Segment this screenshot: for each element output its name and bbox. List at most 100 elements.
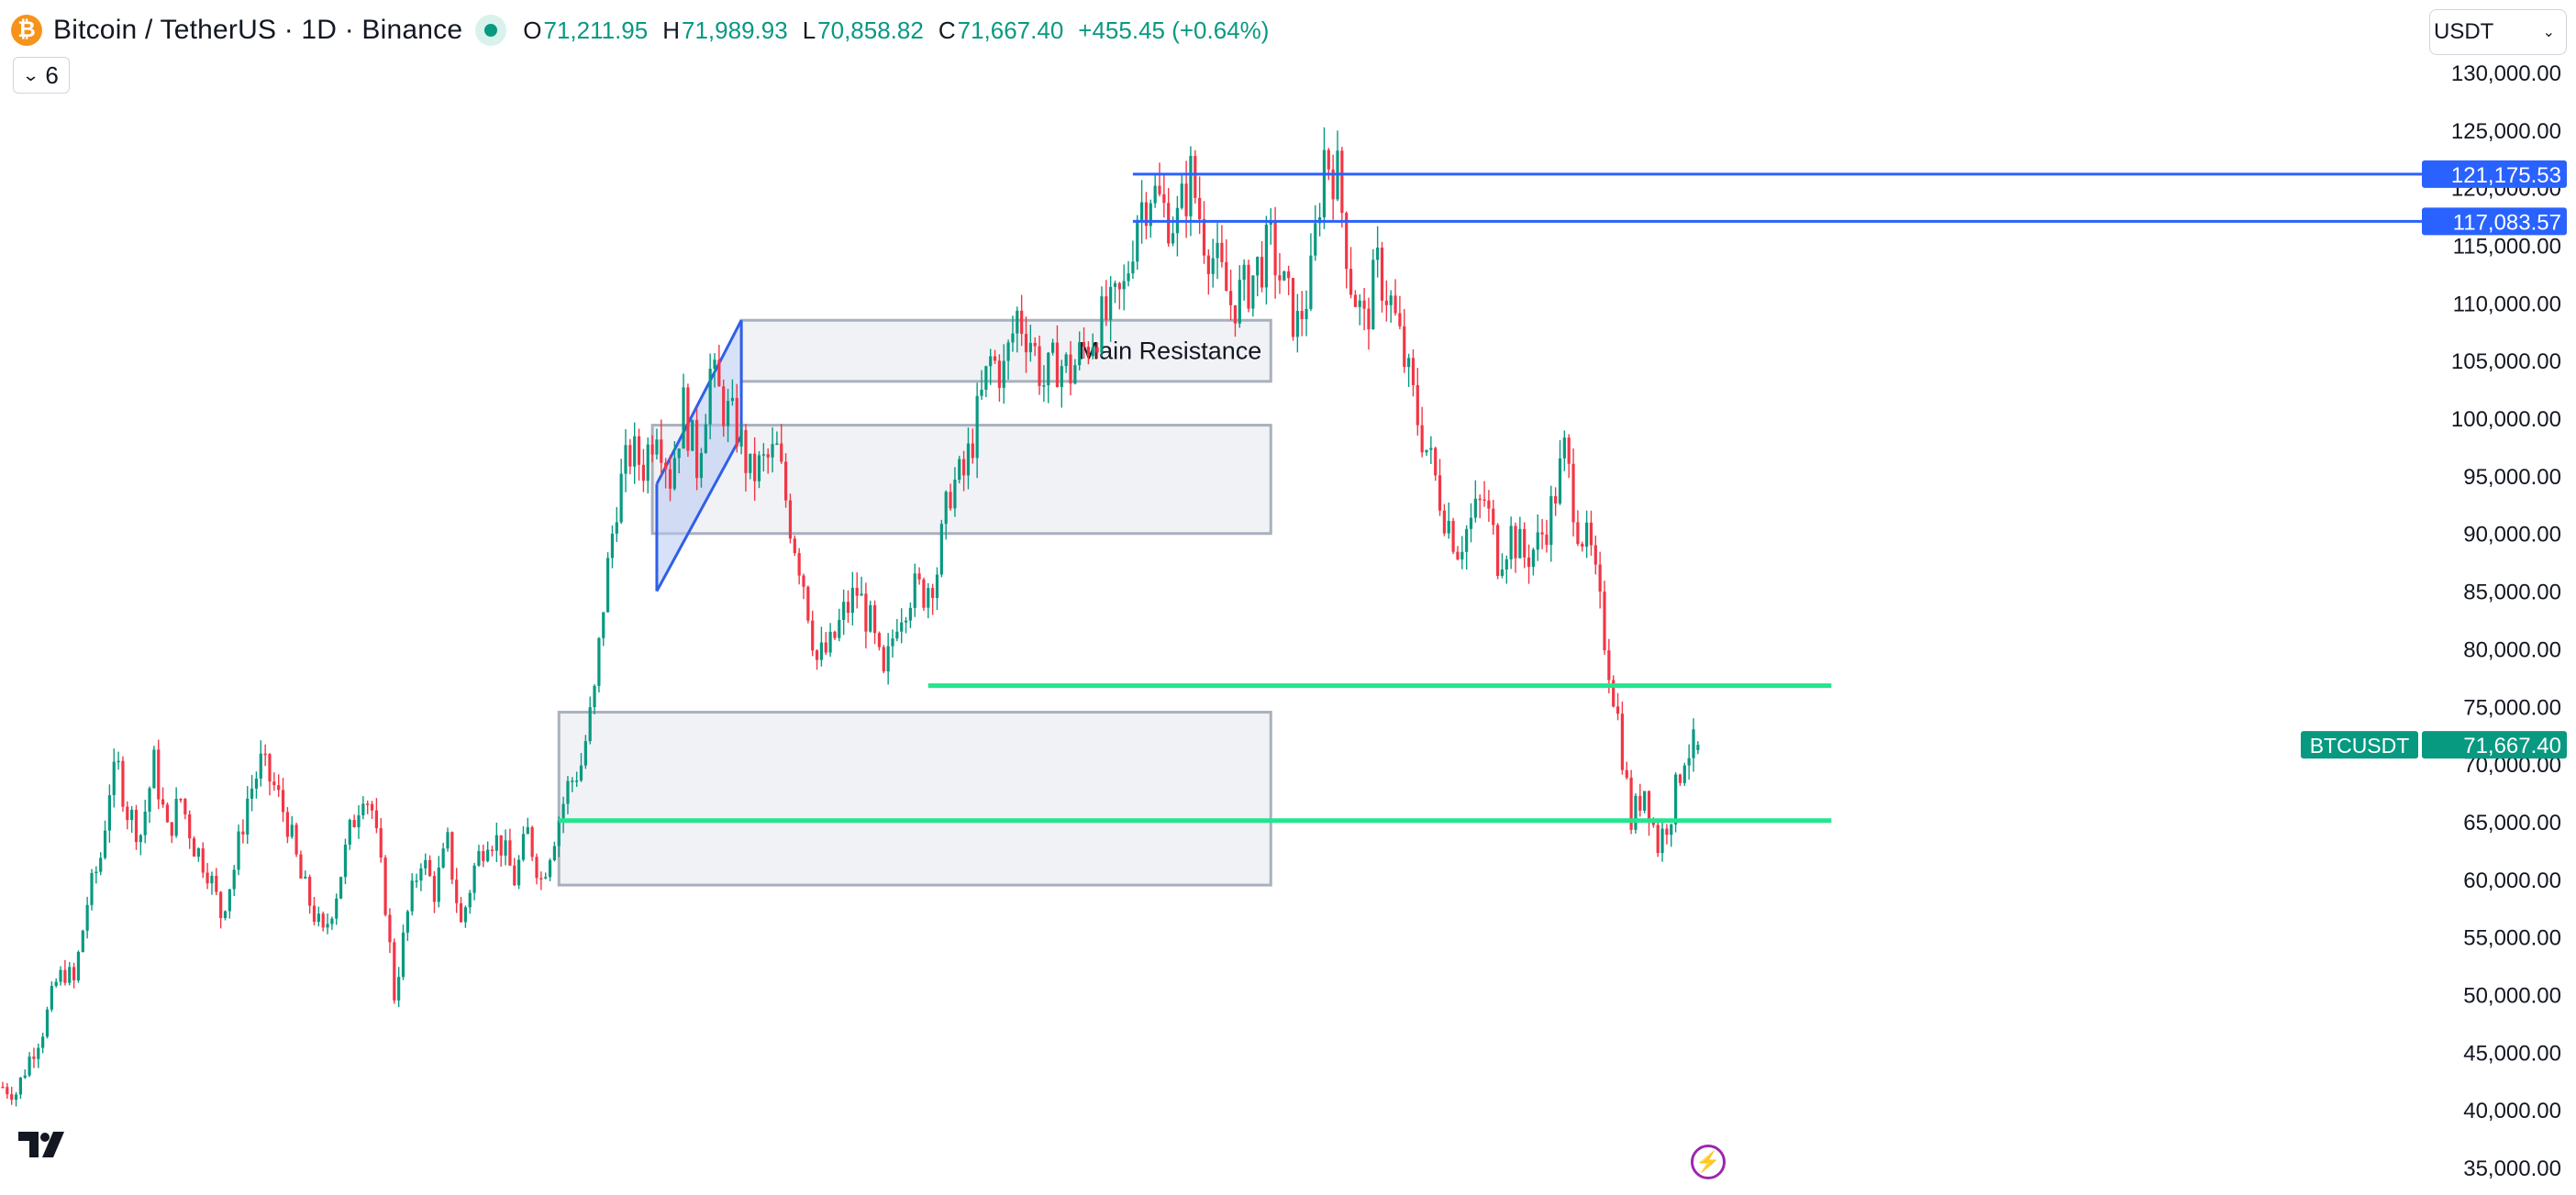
candle-body[interactable] (566, 780, 570, 804)
candle-body[interactable] (1295, 311, 1299, 337)
candle-body[interactable] (1531, 549, 1535, 568)
candle-body[interactable] (602, 612, 605, 638)
candle-body[interactable] (1420, 425, 1424, 453)
candle-body[interactable] (704, 424, 707, 454)
candle-body[interactable] (1314, 223, 1317, 256)
candle-body[interactable] (583, 741, 587, 766)
candle-body[interactable] (112, 761, 116, 796)
candle-body[interactable] (1127, 273, 1130, 282)
candle-body[interactable] (63, 969, 67, 983)
candle-body[interactable] (330, 918, 334, 924)
candle-body[interactable] (1687, 758, 1691, 766)
candle-body[interactable] (1122, 281, 1126, 290)
candle-body[interactable] (993, 356, 997, 361)
candle-body[interactable] (428, 859, 432, 877)
candle-body[interactable] (953, 480, 957, 509)
market-open-dot-icon[interactable] (475, 15, 507, 46)
candle-body[interactable] (1216, 242, 1219, 259)
candle-body[interactable] (1287, 271, 1291, 279)
candle-body[interactable] (802, 575, 805, 587)
candle-body[interactable] (1496, 525, 1500, 576)
candle-body[interactable] (699, 453, 704, 479)
candle-body[interactable] (1558, 458, 1562, 504)
candle-body[interactable] (499, 835, 503, 856)
candle-body[interactable] (1171, 233, 1175, 244)
candle-body[interactable] (1367, 308, 1371, 330)
candle-body[interactable] (6, 1087, 9, 1095)
candle-body[interactable] (997, 360, 1001, 388)
candle-body[interactable] (552, 846, 556, 860)
candle-body[interactable] (610, 533, 615, 559)
candle-body[interactable] (308, 877, 312, 906)
candle-body[interactable] (735, 397, 738, 447)
candle-body[interactable] (1002, 360, 1005, 388)
candle-body[interactable] (1643, 791, 1647, 811)
candle-body[interactable] (771, 444, 774, 458)
candle-body[interactable] (824, 642, 827, 653)
candle-body[interactable] (1492, 508, 1495, 526)
candle-body[interactable] (28, 1057, 31, 1076)
candle-body[interactable] (819, 642, 823, 660)
candle-body[interactable] (1184, 183, 1188, 216)
candle-body[interactable] (1028, 342, 1032, 353)
candle-body[interactable] (517, 859, 521, 886)
candle-body[interactable] (18, 1077, 22, 1095)
candle-body[interactable] (1505, 559, 1508, 570)
candle-body[interactable] (1549, 496, 1553, 546)
candle-body[interactable] (232, 869, 236, 890)
candle-body[interactable] (157, 749, 161, 800)
candle-body[interactable] (761, 454, 765, 456)
candle-body[interactable] (855, 587, 859, 596)
candle-body[interactable] (415, 880, 418, 882)
candle-body[interactable] (793, 538, 796, 554)
candle-body[interactable] (1403, 326, 1406, 368)
candle-body[interactable] (348, 820, 351, 845)
candle-body[interactable] (588, 707, 592, 742)
candle-body[interactable] (1393, 295, 1397, 314)
candle-body[interactable] (1042, 385, 1046, 387)
candle-body[interactable] (1660, 828, 1664, 854)
candle-body[interactable] (250, 788, 254, 799)
candle-body[interactable] (272, 781, 276, 786)
candle-body[interactable] (117, 760, 120, 763)
candle-body[interactable] (1554, 496, 1558, 504)
candle-body[interactable] (1500, 569, 1505, 576)
candle-body[interactable] (686, 387, 690, 451)
candle-body[interactable] (1117, 282, 1121, 290)
candle-body[interactable] (838, 619, 841, 638)
candle-body[interactable] (815, 650, 819, 660)
candle-body[interactable] (1523, 528, 1527, 558)
candle-body[interactable] (962, 459, 966, 476)
candle-body[interactable] (446, 832, 450, 849)
candle-body[interactable] (68, 967, 72, 983)
candle-body[interactable] (593, 685, 596, 708)
candle-body[interactable] (1069, 354, 1072, 384)
candle-body[interactable] (50, 986, 53, 1010)
candle-body[interactable] (646, 444, 650, 481)
candle-body[interactable] (1064, 354, 1068, 367)
candle-body[interactable] (873, 604, 877, 634)
candle-body[interactable] (1651, 822, 1655, 825)
candle-body[interactable] (1576, 522, 1580, 545)
candle-body[interactable] (219, 891, 223, 919)
candle-body[interactable] (922, 579, 926, 608)
candle-body[interactable] (739, 429, 743, 447)
candle-body[interactable] (1398, 313, 1402, 326)
candle-body[interactable] (1442, 510, 1446, 534)
candle-body[interactable] (103, 830, 107, 858)
candle-body[interactable] (682, 387, 685, 449)
candle-body[interactable] (357, 815, 361, 827)
candle-body[interactable] (913, 573, 916, 608)
candle-body[interactable] (1282, 271, 1286, 281)
candle-body[interactable] (339, 877, 343, 899)
candle-body[interactable] (1425, 449, 1428, 453)
candle-body[interactable] (1585, 522, 1589, 547)
candle-body[interactable] (535, 857, 539, 879)
candle-body[interactable] (85, 904, 89, 931)
candle-body[interactable] (877, 633, 882, 647)
candle-body[interactable] (126, 806, 129, 821)
candle-body[interactable] (139, 835, 142, 843)
candle-body[interactable] (908, 607, 912, 621)
candle-body[interactable] (984, 366, 988, 390)
